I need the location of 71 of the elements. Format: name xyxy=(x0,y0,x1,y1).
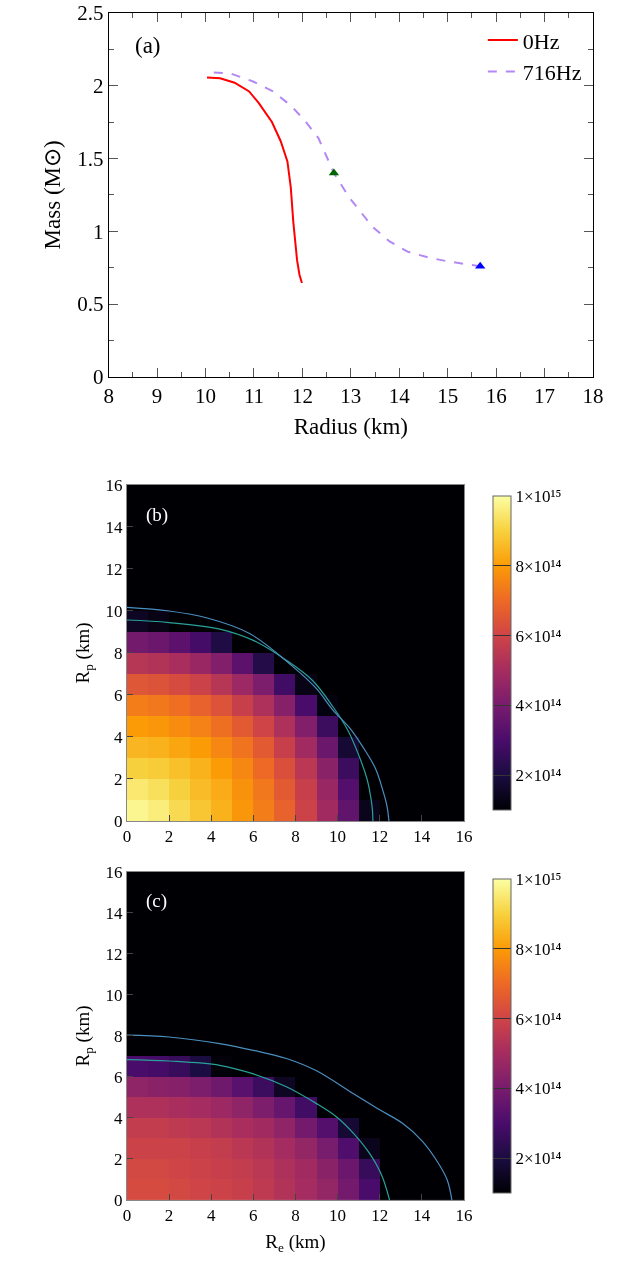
x-tick-label: 4 xyxy=(206,1206,216,1226)
y-tick-label: 4 xyxy=(114,1108,124,1128)
y-tick-label: 1 xyxy=(92,219,104,244)
y-tick-label: 16 xyxy=(105,862,123,882)
x-tick-label: 16 xyxy=(455,827,473,847)
annotation: (a) xyxy=(135,33,161,58)
y-tick-label: 6 xyxy=(114,685,123,705)
annotation: (c) xyxy=(146,890,168,912)
x-tick-label: 6 xyxy=(249,827,258,847)
y-tick-label: 14 xyxy=(105,517,124,537)
x-tick-label: 8 xyxy=(291,1206,300,1226)
y-tick-label: 2.5 xyxy=(77,1,104,26)
color-bar-label: 1×10¹⁵ xyxy=(515,487,562,507)
y-tick-label: 2 xyxy=(114,769,123,789)
x-tick-label: 12 xyxy=(371,827,389,847)
color-bar-label: 8×10¹⁴ xyxy=(515,556,562,576)
x-tick-label: 14 xyxy=(413,1206,431,1226)
annotation: (b) xyxy=(146,504,169,526)
x-axis-title: R$_{e}$ (km) xyxy=(265,1231,326,1256)
y-tick-label: 2 xyxy=(114,1149,123,1169)
x-tick-label: 6 xyxy=(249,1206,258,1226)
line-series xyxy=(126,1058,391,1200)
x-tick-label: 11 xyxy=(243,384,265,409)
y-tick-label: 0 xyxy=(92,365,104,390)
color-bar-label: 6×10¹⁴ xyxy=(515,1009,562,1029)
y-tick-label: 4 xyxy=(114,727,124,747)
y-tick-label: 12 xyxy=(105,944,123,964)
y-tick-label: 10 xyxy=(105,601,123,621)
y-tick-label: 0 xyxy=(114,1190,123,1210)
y-tick-label: 1.5 xyxy=(77,146,104,171)
color-bar-label: 1×10¹⁵ xyxy=(515,869,562,889)
y-tick-label: 0 xyxy=(114,811,123,831)
x-tick-label: 12 xyxy=(371,1206,389,1226)
x-tick-label: 18 xyxy=(582,384,604,409)
color-bar-label: 2×10¹⁴ xyxy=(515,1149,562,1169)
x-tick-label: 17 xyxy=(534,384,556,409)
x-tick-label: 9 xyxy=(151,384,163,409)
color-bar-label: 4×10¹⁴ xyxy=(515,1079,562,1099)
line-series xyxy=(206,76,303,285)
legend-label: 716Hz xyxy=(522,60,582,86)
y-tick-label: 16 xyxy=(105,475,123,495)
color-bar-label: 4×10¹⁴ xyxy=(515,696,562,716)
y-tick-label: 10 xyxy=(105,985,123,1005)
x-tick-label: 10 xyxy=(329,1206,347,1226)
x-tick-label: 2 xyxy=(164,1206,174,1226)
y-tick-label: 12 xyxy=(105,559,123,579)
x-tick-label: 16 xyxy=(485,384,507,409)
color-bar-label: 2×10¹⁴ xyxy=(515,766,562,786)
x-tick-label: 12 xyxy=(291,384,313,409)
line-series xyxy=(126,1034,453,1200)
x-tick-label: 10 xyxy=(195,384,217,409)
y-tick-label: 8 xyxy=(114,643,123,663)
x-tick-label: 2 xyxy=(164,827,174,847)
y-tick-label: 6 xyxy=(114,1067,123,1087)
x-tick-label: 14 xyxy=(413,827,431,847)
x-tick-label: 13 xyxy=(340,384,362,409)
x-tick-label: 8 xyxy=(291,827,300,847)
legend-label: 0Hz xyxy=(522,28,560,54)
x-tick-label: 15 xyxy=(437,384,459,409)
x-tick-label: 4 xyxy=(206,827,216,847)
x-tick-label: 14 xyxy=(388,384,411,409)
color-bar-label: 8×10¹⁴ xyxy=(515,939,562,959)
y-axis-title: Mass (M⊙) xyxy=(39,140,65,250)
x-tick-label: 10 xyxy=(329,827,347,847)
y-tick-label: 0.5 xyxy=(77,292,104,317)
x-tick-label: 16 xyxy=(455,1206,473,1226)
x-axis-title: Radius (km) xyxy=(293,413,409,439)
y-tick-label: 8 xyxy=(114,1026,123,1046)
y-tick-label: 14 xyxy=(105,903,124,923)
color-bar-label: 6×10¹⁴ xyxy=(515,626,562,646)
y-tick-label: 2 xyxy=(92,73,104,98)
